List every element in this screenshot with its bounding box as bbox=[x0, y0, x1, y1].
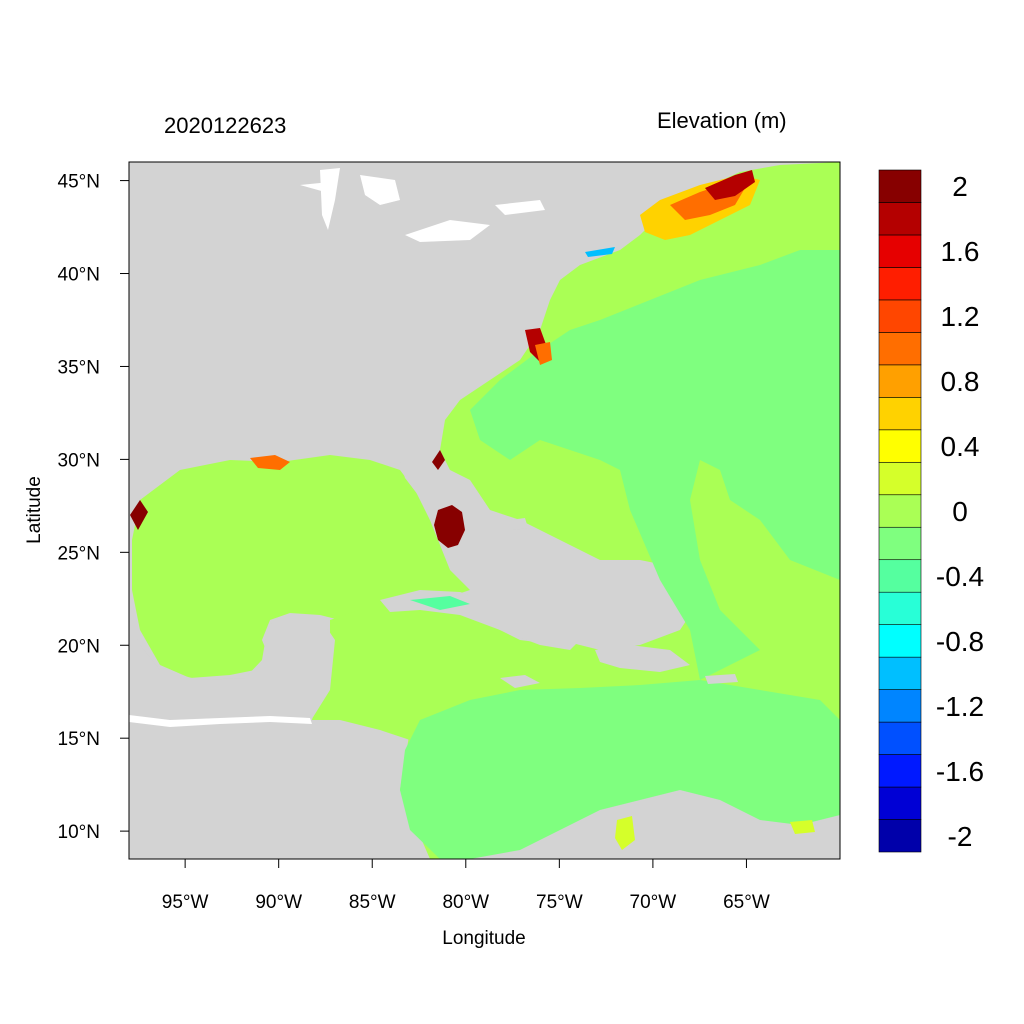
y-tick-label: 35°N bbox=[58, 357, 100, 378]
y-tick-label: 45°N bbox=[58, 172, 100, 193]
pacific-coast bbox=[129, 715, 312, 727]
colorbar-label: 0 bbox=[952, 496, 968, 527]
plot-frame bbox=[128, 161, 841, 860]
x-tick-label: 75°W bbox=[536, 892, 583, 913]
colorbar-swatch bbox=[878, 267, 922, 301]
colorbar-swatch bbox=[878, 202, 922, 236]
colorbar-swatch bbox=[878, 461, 922, 496]
colorbar-label: -0.4 bbox=[936, 561, 984, 592]
x-tick-label: 70°W bbox=[630, 892, 677, 913]
maracaibo-positive bbox=[615, 816, 635, 850]
colorbar-swatch bbox=[878, 591, 922, 625]
colorbar-label: 2 bbox=[952, 171, 968, 202]
colorbar-swatch bbox=[878, 429, 922, 463]
x-tick-label: 65°W bbox=[723, 892, 770, 913]
y-tick-label: 25°N bbox=[58, 543, 100, 564]
y-tick-label: 40°N bbox=[58, 265, 100, 286]
x-axis: 95°W 90°W 85°W 80°W 75°W 70°W 65°W bbox=[162, 859, 770, 913]
colorbar-label: 1.6 bbox=[941, 236, 980, 267]
colorbar-swatch bbox=[878, 754, 922, 788]
x-tick-label: 80°W bbox=[442, 892, 489, 913]
colorbar bbox=[878, 169, 922, 853]
variable-title: Elevation (m) bbox=[657, 108, 787, 133]
central-america bbox=[129, 616, 430, 859]
colorbar-swatch bbox=[878, 786, 922, 820]
y-axis: 10°N 15°N 20°N 25°N 30°N 35°N 40°N 45°N bbox=[58, 172, 129, 843]
great-lakes bbox=[300, 168, 545, 242]
colorbar-swatch bbox=[878, 656, 922, 690]
y-axis-label: Latitude bbox=[24, 476, 45, 544]
colorbar-swatch bbox=[878, 689, 922, 723]
colorbar-label: -1.6 bbox=[936, 756, 984, 787]
cuba-south-negative bbox=[410, 596, 470, 610]
colorbar-swatch bbox=[878, 397, 922, 431]
colorbar-label: 0.4 bbox=[941, 431, 980, 462]
x-axis-label: Longitude bbox=[442, 928, 525, 949]
colorbar-swatch bbox=[878, 559, 922, 593]
colorbar-swatch bbox=[878, 169, 922, 203]
y-tick-label: 20°N bbox=[58, 636, 100, 657]
colorbar-label: 0.8 bbox=[941, 366, 980, 397]
colorbar-label: -2 bbox=[948, 821, 973, 852]
colorbar-labels: -2 -1.6 -1.2 -0.8 -0.4 0 0.4 0.8 1.2 1.6 2 bbox=[936, 171, 984, 852]
texas-coast-surge bbox=[130, 500, 148, 530]
x-tick-label: 85°W bbox=[349, 892, 396, 913]
colorbar-swatch bbox=[878, 332, 922, 366]
gulf-of-maine-surge-inner bbox=[705, 170, 755, 200]
colorbar-swatch bbox=[878, 299, 922, 333]
long-island-negative bbox=[585, 247, 615, 257]
y-tick-label: 30°N bbox=[58, 450, 100, 471]
florida-surge bbox=[434, 505, 465, 548]
gulf-of-mexico bbox=[132, 455, 470, 678]
colorbar-label: -1.2 bbox=[936, 691, 984, 722]
hispaniola bbox=[595, 645, 690, 672]
colorbar-swatch bbox=[878, 494, 922, 528]
south-america bbox=[470, 790, 840, 859]
colorbar-swatch bbox=[878, 364, 922, 398]
colorbar-swatch bbox=[878, 624, 922, 658]
colorbar-swatch bbox=[878, 526, 922, 561]
colorbar-label: -0.8 bbox=[936, 626, 984, 657]
x-tick-label: 90°W bbox=[255, 892, 302, 913]
louisiana-surge bbox=[250, 455, 290, 470]
map-timestamp-title: 2020122623 bbox=[164, 113, 287, 138]
y-tick-label: 10°N bbox=[58, 822, 100, 843]
y-tick-label: 15°N bbox=[58, 729, 100, 750]
colorbar-swatch bbox=[878, 819, 922, 853]
trinidad-positive bbox=[790, 820, 815, 834]
colorbar-swatch bbox=[878, 721, 922, 755]
map-area bbox=[129, 162, 840, 859]
caribbean-north bbox=[312, 600, 700, 740]
colorbar-swatch bbox=[878, 234, 922, 268]
puerto-rico bbox=[705, 674, 738, 684]
x-tick-label: 95°W bbox=[162, 892, 209, 913]
bahamas bbox=[470, 515, 528, 565]
jamaica bbox=[500, 675, 540, 688]
chesapeake-surge-edge bbox=[535, 342, 552, 365]
colorbar-label: 1.2 bbox=[941, 301, 980, 332]
florida-east-surge bbox=[432, 450, 445, 470]
atlantic-neutral-patch bbox=[470, 250, 840, 680]
